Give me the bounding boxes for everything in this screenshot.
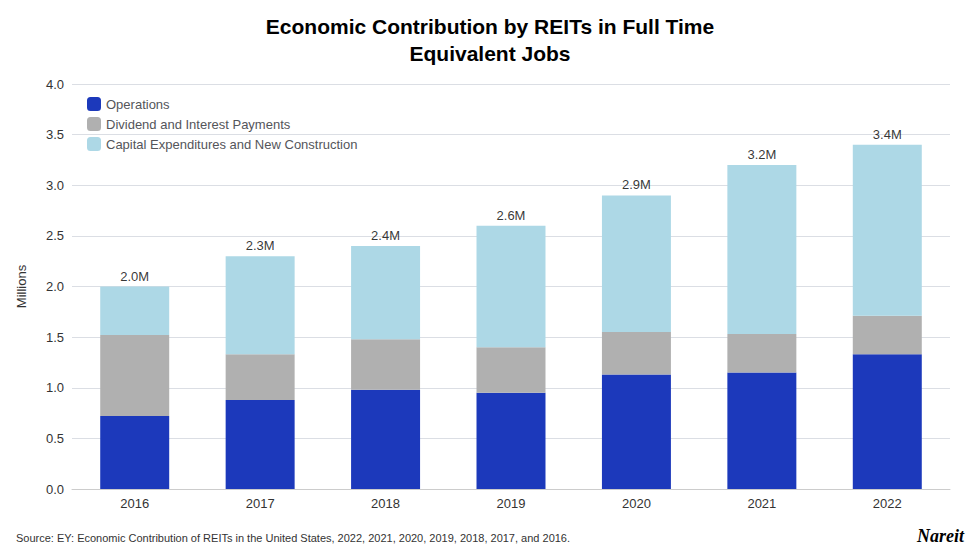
svg-text:2.9M: 2.9M <box>622 177 651 192</box>
svg-text:2.6M: 2.6M <box>497 208 526 223</box>
svg-text:1.5: 1.5 <box>46 330 64 345</box>
svg-text:2016: 2016 <box>120 496 149 511</box>
svg-text:Nareit: Nareit <box>916 526 965 546</box>
svg-text:Operations: Operations <box>106 97 170 112</box>
svg-text:3.0: 3.0 <box>46 178 64 193</box>
svg-text:Equivalent Jobs: Equivalent Jobs <box>409 42 570 65</box>
svg-text:2.0M: 2.0M <box>120 269 149 284</box>
svg-text:Economic Contribution by REITs: Economic Contribution by REITs in Full T… <box>266 15 714 38</box>
svg-text:1.0: 1.0 <box>46 380 64 395</box>
svg-text:2.4M: 2.4M <box>371 228 400 243</box>
svg-text:Source: EY: Economic Contribut: Source: EY: Economic Contribution of REI… <box>16 532 570 544</box>
svg-text:2017: 2017 <box>246 496 275 511</box>
svg-text:3.2M: 3.2M <box>747 147 776 162</box>
svg-text:Capital Expenditures and New C: Capital Expenditures and New Constructio… <box>106 137 357 152</box>
svg-text:4.0: 4.0 <box>46 77 64 92</box>
svg-text:Millions: Millions <box>14 264 29 308</box>
svg-text:3.4M: 3.4M <box>873 127 902 142</box>
svg-text:3.5: 3.5 <box>46 127 64 142</box>
svg-text:Dividend and Interest Payments: Dividend and Interest Payments <box>106 117 291 132</box>
svg-text:2.0: 2.0 <box>46 279 64 294</box>
svg-text:2022: 2022 <box>873 496 902 511</box>
svg-text:2020: 2020 <box>622 496 651 511</box>
svg-text:0.0: 0.0 <box>46 482 64 497</box>
svg-text:2.5: 2.5 <box>46 228 64 243</box>
svg-text:2021: 2021 <box>747 496 776 511</box>
svg-text:2.3M: 2.3M <box>246 238 275 253</box>
svg-text:0.5: 0.5 <box>46 431 64 446</box>
svg-text:2019: 2019 <box>497 496 526 511</box>
svg-text:2018: 2018 <box>371 496 400 511</box>
